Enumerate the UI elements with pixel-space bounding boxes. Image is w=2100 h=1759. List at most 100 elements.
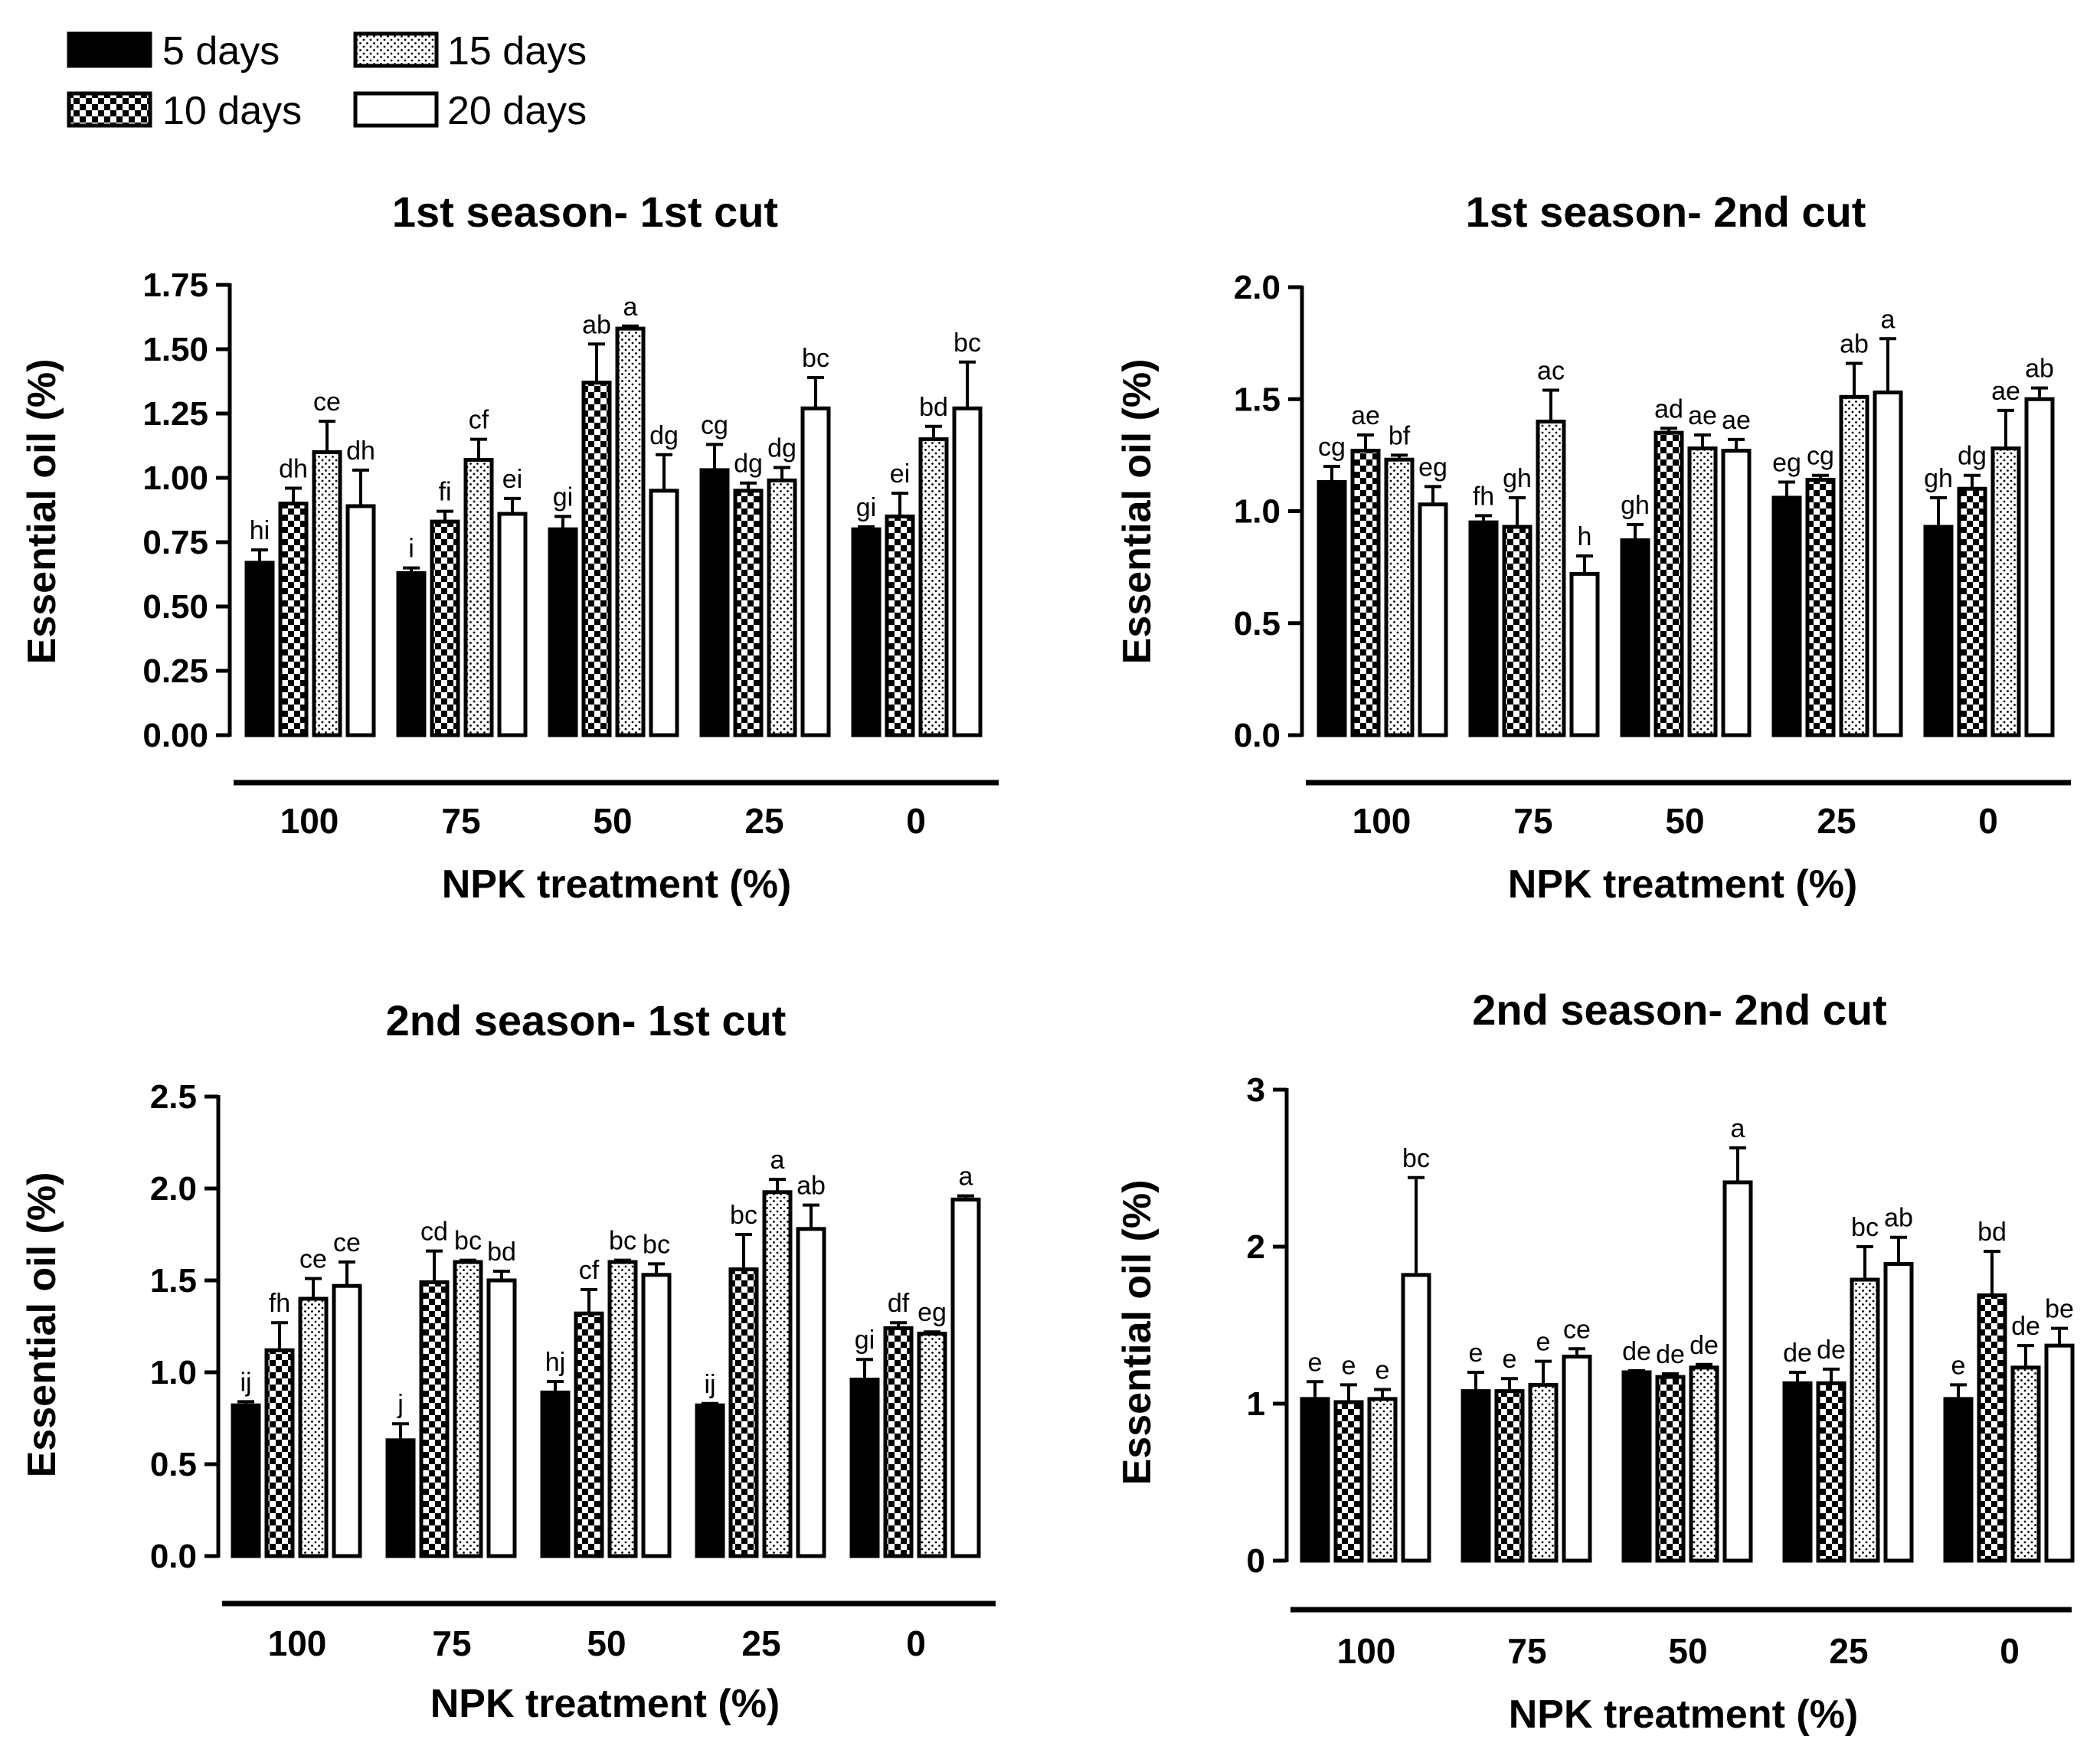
- y-tick-label: 1.00: [142, 459, 208, 497]
- bar-15-days: [1536, 420, 1566, 737]
- bar-5-days: [695, 1403, 725, 1558]
- bar-10-days: [1655, 1375, 1686, 1563]
- bar-15-days: [1384, 457, 1415, 737]
- y-tick-labels: 0.0 0.5 1.0 1.5 2.0 2.5: [150, 1078, 197, 1575]
- bar-10-days: [1333, 1400, 1364, 1563]
- y-tick-label: 0.0: [1234, 717, 1281, 754]
- bar-20-days: [1418, 502, 1448, 737]
- significance-letter: de: [1817, 1336, 1846, 1365]
- significance-letter: de: [1783, 1339, 1812, 1368]
- significance-letter: eg: [918, 1298, 947, 1327]
- significance-letter: i: [408, 535, 414, 564]
- significance-letter: bc: [802, 344, 829, 373]
- significance-letter: ce: [299, 1245, 327, 1274]
- bar-15-days: [1528, 1382, 1559, 1563]
- significance-letter: ce: [1563, 1315, 1591, 1344]
- y-tick-label: 0.50: [142, 588, 208, 626]
- bar-15-days: [1850, 1277, 1880, 1563]
- significance-letter: bc: [454, 1227, 482, 1256]
- y-tick-label: 0.25: [142, 652, 208, 690]
- y-tick-label: 2: [1247, 1228, 1265, 1266]
- significance-letter: dg: [767, 434, 796, 463]
- bar-5-days: [849, 1378, 880, 1558]
- significance-letter: bf: [1389, 421, 1411, 450]
- x-tick-label: 100: [1337, 1631, 1396, 1671]
- bar-5-days: [1620, 538, 1650, 737]
- x-tick-label: 75: [432, 1623, 471, 1663]
- significance-letter: bd: [1977, 1218, 2007, 1247]
- bar-10-days: [1816, 1381, 1846, 1563]
- significance-letter: ce: [313, 387, 341, 417]
- y-tick-label: 0.5: [1234, 605, 1281, 642]
- legend-label-15-days: 15 days: [447, 29, 587, 74]
- significance-letter: de: [1622, 1337, 1651, 1366]
- significance-letter: ab: [1840, 329, 1869, 358]
- x-tick-label: 25: [741, 1623, 780, 1663]
- significance-letter: ae: [1351, 401, 1380, 430]
- bar-5-days: [1621, 1370, 1652, 1563]
- significance-letter: e: [1375, 1356, 1390, 1385]
- legend-swatch-20-days: [353, 91, 439, 128]
- significance-letter: cg: [701, 410, 728, 440]
- bar-15-days: [1839, 394, 1869, 737]
- bar-10-days: [419, 1280, 450, 1558]
- significance-letter: dg: [649, 421, 679, 450]
- bar-10-days: [574, 1311, 604, 1558]
- legend-swatch-10-days: [67, 91, 152, 128]
- significance-letter: ij: [240, 1368, 251, 1397]
- bar-20-days: [800, 406, 831, 737]
- significance-letter: de: [1656, 1340, 1685, 1369]
- chart-panel-1: 1st season- 1st cut Essential oil (%) NP…: [20, 188, 999, 907]
- bar-group: hi i gi cg gi dh fi ab dg ei ce cf a dg bd dh ei dg bc bc: [244, 293, 983, 737]
- bar-10-days: [883, 1326, 914, 1558]
- significance-letter: cf: [579, 1256, 600, 1285]
- bar-15-days: [607, 1260, 638, 1558]
- bar-20-days: [497, 512, 528, 737]
- significance-letter: fh: [1473, 482, 1494, 511]
- significance-letter: eg: [1772, 448, 1801, 477]
- significance-letter: gi: [553, 482, 573, 512]
- bar-15-days: [917, 1332, 947, 1558]
- y-tick-label: 0: [1247, 1542, 1265, 1580]
- bar-20-days: [1873, 390, 1903, 737]
- significance-letter: e: [1503, 1345, 1517, 1374]
- x-tick-label: 25: [744, 801, 783, 841]
- significance-letter: h: [1578, 522, 1592, 551]
- chart-panel-3: 2nd season- 1st cut Essential oil (%) NP…: [20, 996, 996, 1726]
- significance-letter: cg: [1318, 433, 1346, 462]
- significance-letter: a: [1731, 1114, 1745, 1143]
- bar-5-days: [385, 1438, 416, 1558]
- bar-15-days: [1367, 1397, 1398, 1563]
- legend-label-20-days: 20 days: [447, 89, 587, 133]
- significance-letter: dh: [346, 436, 375, 466]
- y-axis-label: Essential oil (%): [1115, 1180, 1160, 1486]
- legend-label-10-days: 10 days: [162, 89, 302, 133]
- y-tick-label: 3: [1247, 1071, 1265, 1109]
- significance-letter: gh: [1924, 464, 1953, 493]
- significance-letter: cg: [1807, 442, 1834, 471]
- bar-10-days: [1977, 1293, 2007, 1563]
- significance-letter: ij: [704, 1370, 715, 1399]
- legend: 5 days 15 days 10 days 20 days: [67, 29, 587, 133]
- significance-letter: gi: [855, 1326, 875, 1355]
- significance-letter: ab: [582, 310, 611, 339]
- bar-20-days: [1722, 1180, 1753, 1563]
- significance-letter: cd: [420, 1218, 448, 1247]
- bar-5-days: [244, 561, 275, 737]
- x-tick-label: 100: [280, 801, 339, 841]
- significance-letter: bc: [1851, 1213, 1879, 1242]
- significance-letter: de: [2011, 1312, 2040, 1341]
- bar-5-days: [1782, 1381, 1813, 1563]
- y-tick-label: 0.00: [142, 717, 208, 754]
- y-tick-labels: 0.00 0.25 0.50 0.75 1.00 1.25 1.50 1.75: [142, 266, 208, 754]
- significance-letter: a: [623, 293, 638, 322]
- chart-panel-4: 2nd season- 2nd cut Essential oil (%) NP…: [1115, 986, 2075, 1737]
- significance-letter: a: [959, 1162, 973, 1192]
- x-tick-labels: 100 75 50 25 0: [1353, 801, 1998, 841]
- bar-15-days: [312, 450, 342, 737]
- legend-label-5-days: 5 days: [162, 29, 280, 74]
- bar-10-days: [264, 1348, 295, 1558]
